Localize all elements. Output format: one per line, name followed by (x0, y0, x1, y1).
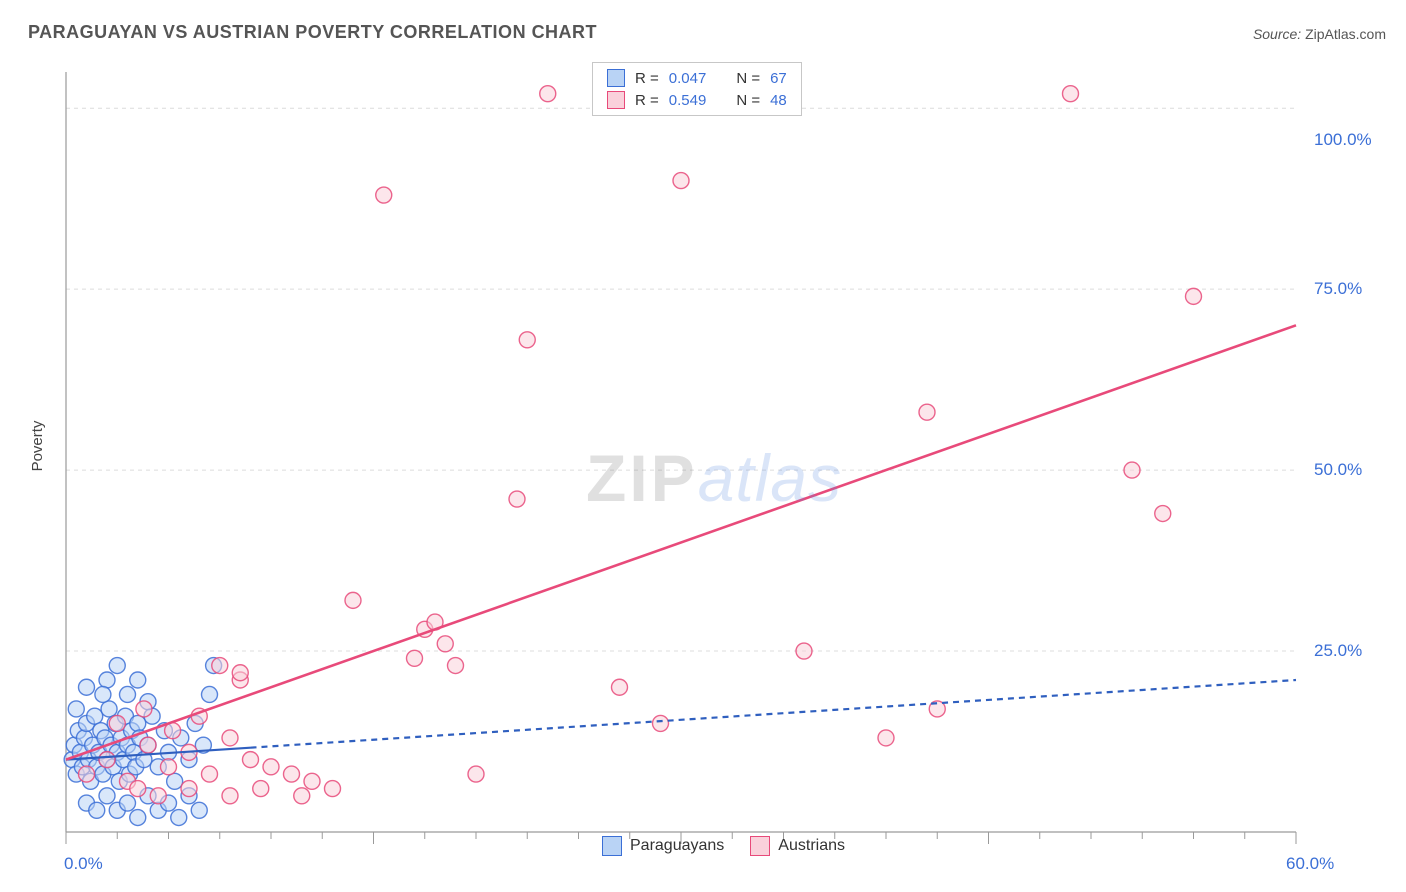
data-point (519, 332, 535, 348)
data-point (109, 715, 125, 731)
y-tick-label: 25.0% (1314, 641, 1362, 661)
data-point (120, 795, 136, 811)
data-point (99, 672, 115, 688)
data-point (653, 715, 669, 731)
data-point (79, 679, 95, 695)
data-point (407, 650, 423, 666)
source-attribution: Source: ZipAtlas.com (1253, 26, 1386, 42)
data-point (1155, 506, 1171, 522)
legend-series-name: Austrians (778, 837, 845, 855)
legend-n-value: 48 (770, 92, 787, 109)
legend-swatch (750, 836, 770, 856)
data-point (130, 810, 146, 826)
plot-svg (46, 60, 1386, 860)
legend-r-label: R = (635, 92, 659, 109)
data-point (95, 686, 111, 702)
data-point (1186, 288, 1202, 304)
source-label: Source: (1253, 26, 1301, 42)
data-point (68, 701, 84, 717)
legend-series-item: Paraguayans (602, 836, 724, 856)
data-point (284, 766, 300, 782)
data-point (376, 187, 392, 203)
data-point (468, 766, 484, 782)
correlation-chart: ZIPatlas R =0.047N =67R =0.549N =48 Para… (46, 60, 1386, 860)
data-point (263, 759, 279, 775)
trend-line (66, 325, 1296, 759)
data-point (136, 701, 152, 717)
data-point (243, 752, 259, 768)
data-point (120, 686, 136, 702)
data-point (612, 679, 628, 695)
data-point (878, 730, 894, 746)
data-point (212, 658, 228, 674)
data-point (540, 86, 556, 102)
data-point (345, 592, 361, 608)
y-axis-label: Poverty (29, 421, 46, 472)
legend-r-value: 0.047 (669, 70, 707, 87)
data-point (253, 781, 269, 797)
legend-correlation-row: R = 0.047 N = 67 (593, 67, 801, 89)
legend-swatch (602, 836, 622, 856)
data-point (79, 766, 95, 782)
data-point (150, 788, 166, 804)
y-tick-label: 50.0% (1314, 460, 1362, 480)
data-point (796, 643, 812, 659)
data-point (167, 773, 183, 789)
source-value: ZipAtlas.com (1305, 26, 1386, 42)
trend-line (251, 680, 1297, 748)
data-point (232, 665, 248, 681)
series-legend: Paraguayans Austrians (602, 836, 845, 856)
data-point (437, 636, 453, 652)
data-point (101, 701, 117, 717)
x-end-label: 60.0% (1286, 854, 1334, 874)
y-tick-label: 75.0% (1314, 279, 1362, 299)
data-point (304, 773, 320, 789)
legend-swatch (607, 69, 625, 87)
data-point (130, 672, 146, 688)
data-point (130, 715, 146, 731)
data-point (140, 737, 156, 753)
legend-r-value: 0.549 (669, 92, 707, 109)
data-point (87, 708, 103, 724)
data-point (325, 781, 341, 797)
legend-n-value: 67 (770, 70, 787, 87)
legend-correlation-row: R = 0.549 N = 48 (593, 89, 801, 111)
correlation-legend: R = 0.047 N = 67 R = 0.549 N = 48 (592, 62, 802, 116)
data-point (161, 759, 177, 775)
data-point (171, 810, 187, 826)
data-point (919, 404, 935, 420)
data-point (509, 491, 525, 507)
data-point (191, 802, 207, 818)
data-point (222, 730, 238, 746)
data-point (130, 781, 146, 797)
data-point (1063, 86, 1079, 102)
data-point (99, 788, 115, 804)
data-point (89, 802, 105, 818)
chart-title: PARAGUAYAN VS AUSTRIAN POVERTY CORRELATI… (28, 22, 597, 43)
data-point (222, 788, 238, 804)
legend-series-name: Paraguayans (630, 837, 724, 855)
legend-n-label: N = (736, 70, 760, 87)
x-origin-label: 0.0% (64, 854, 103, 874)
data-point (1124, 462, 1140, 478)
data-point (109, 658, 125, 674)
y-tick-label: 100.0% (1314, 130, 1372, 150)
data-point (181, 781, 197, 797)
legend-n-label: N = (736, 92, 760, 109)
data-point (202, 686, 218, 702)
data-point (673, 173, 689, 189)
data-point (99, 752, 115, 768)
legend-r-label: R = (635, 70, 659, 87)
data-point (202, 766, 218, 782)
legend-series-item: Austrians (750, 836, 845, 856)
legend-swatch (607, 91, 625, 109)
data-point (294, 788, 310, 804)
data-point (448, 658, 464, 674)
